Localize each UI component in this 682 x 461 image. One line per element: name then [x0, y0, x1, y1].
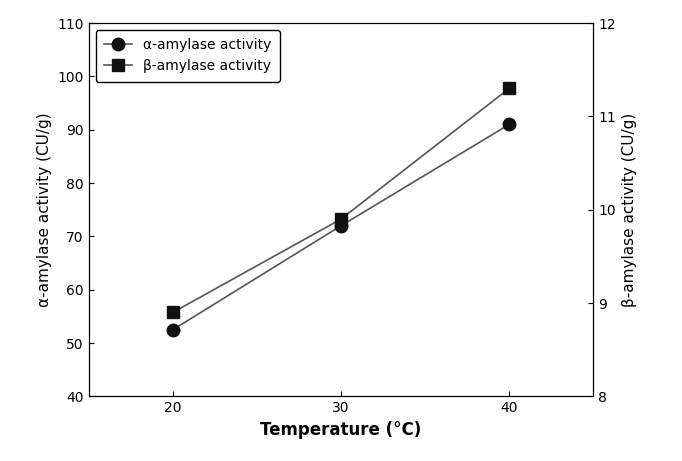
- β-amylase activity: [505, 86, 514, 91]
- Line: β-amylase activity: β-amylase activity: [166, 82, 516, 319]
- Y-axis label: α-amylase activity (CU/g): α-amylase activity (CU/g): [37, 112, 52, 307]
- Legend: α-amylase activity, β-amylase activity: α-amylase activity, β-amylase activity: [95, 30, 280, 82]
- X-axis label: Temperature (°C): Temperature (°C): [261, 421, 421, 439]
- Y-axis label: β-amylase activity (CU/g): β-amylase activity (CU/g): [621, 112, 636, 307]
- β-amylase activity: [168, 310, 177, 315]
- Line: α-amylase activity: α-amylase activity: [166, 118, 516, 336]
- α-amylase activity: [505, 122, 514, 127]
- α-amylase activity: [168, 327, 177, 332]
- α-amylase activity: [337, 223, 345, 229]
- β-amylase activity: [337, 216, 345, 222]
